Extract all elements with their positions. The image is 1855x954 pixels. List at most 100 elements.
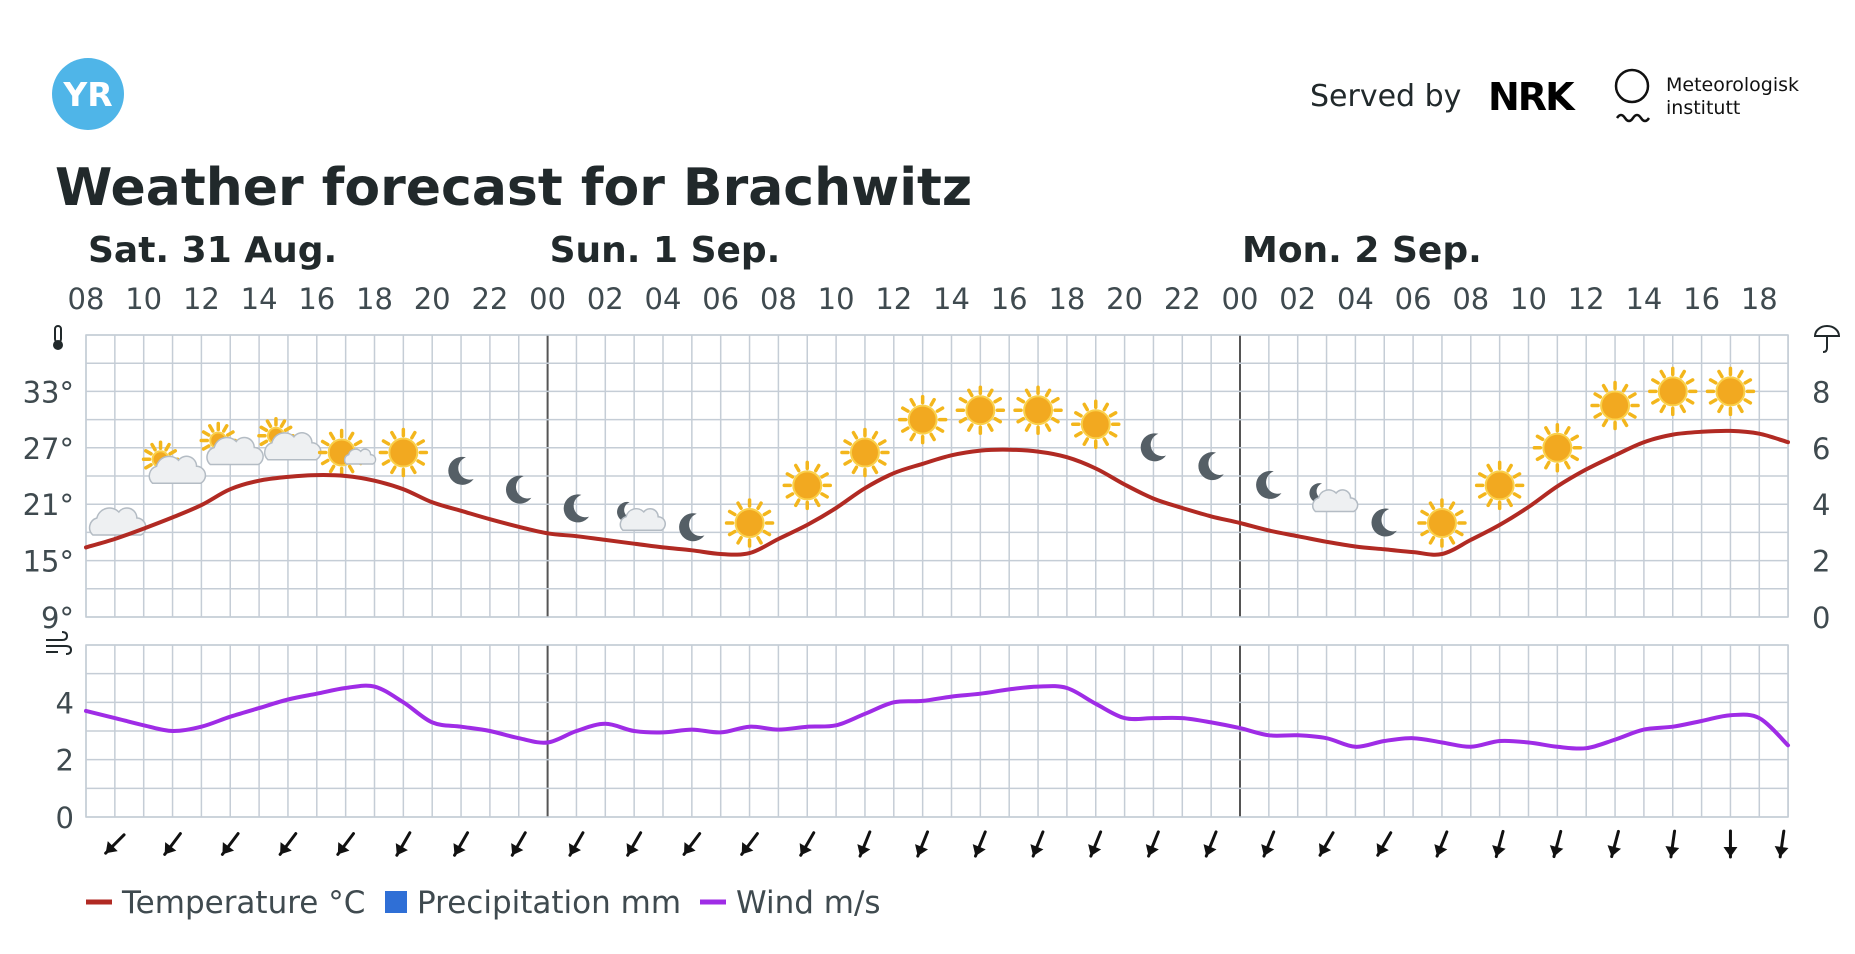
sun-disc: [965, 395, 996, 426]
weather-symbol-moon: [1198, 452, 1224, 481]
sun-ray: [226, 430, 235, 437]
x-tick-label: 00: [529, 282, 566, 316]
wind-arrow-head: [511, 843, 524, 856]
sun-disc: [1600, 390, 1631, 421]
x-tick-label: 08: [68, 282, 105, 316]
wind-arrow: [163, 832, 182, 856]
sun-disc: [388, 437, 419, 468]
weather-symbol-sun: [897, 394, 948, 445]
sun-ray: [877, 459, 887, 466]
sun-ray: [877, 439, 887, 446]
sun-ray: [820, 472, 829, 479]
sun-ray: [785, 472, 795, 479]
sun-ray: [1621, 383, 1629, 393]
sun-ray: [762, 529, 772, 537]
wind-arrow: [1088, 830, 1103, 858]
sun-ray: [756, 535, 763, 545]
wind-arrow: [1774, 829, 1789, 859]
sun-ray: [909, 397, 916, 407]
cloud-shape: [88, 507, 147, 536]
sun-ray: [320, 458, 330, 466]
wind-arrow-head: [1203, 844, 1217, 857]
x-tick-labels: 08 10 12 14 16 18 20 22 00 02 04 06 08 10 12 14 16 18 20 22…: [68, 282, 1778, 316]
wind-tick-label: 4: [56, 686, 74, 720]
temperature-tick-label: 21°: [23, 488, 74, 522]
sun-ray: [843, 459, 852, 466]
sun-ray: [1512, 492, 1522, 499]
sun-ray: [410, 430, 417, 440]
wind-arrow: [682, 832, 702, 856]
wind-axis: 0 2 4: [56, 686, 74, 835]
wind-arrow-head: [1088, 844, 1102, 857]
wind-arrow-head: [1492, 845, 1506, 857]
sun-disc: [734, 508, 765, 538]
sun-disc: [1023, 395, 1054, 426]
temperature-tick-label: 15°: [23, 545, 74, 579]
sun-ray: [390, 430, 397, 440]
sun-ray: [1454, 509, 1464, 517]
sun-ray: [1108, 431, 1118, 438]
sun-ray: [1659, 404, 1666, 414]
weather-symbol-moon: [563, 494, 590, 523]
sun-ray: [1679, 369, 1686, 379]
sun-ray: [727, 509, 737, 517]
legend-label: Temperature °C: [121, 885, 365, 921]
wind-arrow-head: [337, 842, 350, 855]
wind-arrow: [857, 830, 872, 858]
weather-symbol-sun: [1705, 366, 1756, 417]
wind-arrow-head: [915, 844, 929, 857]
weather-symbol-cloud: [88, 507, 147, 536]
sun-ray: [1082, 402, 1089, 412]
sun-ray: [987, 423, 994, 432]
x-tick-label: 02: [1279, 282, 1316, 316]
weather-symbol-partly-cloudy-day: [199, 421, 264, 466]
sun-ray: [1685, 378, 1695, 385]
sun-ray: [416, 459, 426, 466]
x-tick-label: 08: [1452, 282, 1489, 316]
sun-ray: [353, 439, 363, 447]
legend-item: Temperature °C: [86, 885, 365, 921]
x-tick-label: 18: [1741, 282, 1778, 316]
yr-logo[interactable]: YR: [52, 58, 124, 130]
sun-ray: [1535, 434, 1545, 442]
sun-disc: [907, 404, 938, 435]
sun-ray: [1564, 460, 1571, 470]
legend-label: Wind m/s: [736, 885, 881, 921]
wind-arrow-head: [1774, 845, 1789, 857]
sun-ray: [1535, 454, 1545, 462]
wind-arrow-head: [1376, 843, 1389, 856]
legend: Temperature °C Precipitation mm Wind m/s: [86, 885, 881, 921]
wind-tick-label: 0: [56, 801, 74, 835]
sun-ray: [871, 465, 879, 475]
day-label: Sun. 1 Sep.: [550, 230, 781, 271]
day-labels: Sat. 31 Aug. Sun. 1 Sep. Mon. 2 Sep.: [88, 230, 1482, 271]
precipitation-tick-label: 2: [1812, 545, 1830, 579]
legend-label: Precipitation mm: [417, 885, 681, 921]
sun-ray: [736, 501, 743, 511]
x-tick-label: 20: [1106, 282, 1143, 316]
sun-ray: [929, 432, 936, 442]
cloud-shape: [264, 432, 322, 461]
weather-symbol-partly-cloudy-night: [617, 501, 666, 532]
sun-ray: [1102, 402, 1109, 412]
precipitation-tick-label: 4: [1812, 488, 1830, 522]
sun-ray: [1044, 423, 1052, 432]
sun-ray: [1051, 396, 1060, 404]
sun-ray: [1420, 529, 1429, 537]
x-tick-label: 00: [1222, 282, 1259, 316]
nrk-logo: NRK: [1488, 75, 1576, 119]
wind-arrow: [1434, 830, 1449, 858]
x-tick-label: 14: [241, 282, 278, 316]
sun-ray: [1044, 388, 1052, 398]
sun-ray: [144, 449, 153, 456]
sun-ray: [144, 463, 153, 470]
sun-ray: [1651, 378, 1660, 385]
x-tick-label: 06: [1395, 282, 1432, 316]
wind-icon: [46, 631, 73, 655]
sun-ray: [900, 426, 910, 433]
wind-arrow-head: [1434, 844, 1448, 857]
wind-arrow: [1145, 830, 1160, 858]
sun-ray: [279, 419, 287, 429]
sun-disc: [1080, 409, 1111, 440]
